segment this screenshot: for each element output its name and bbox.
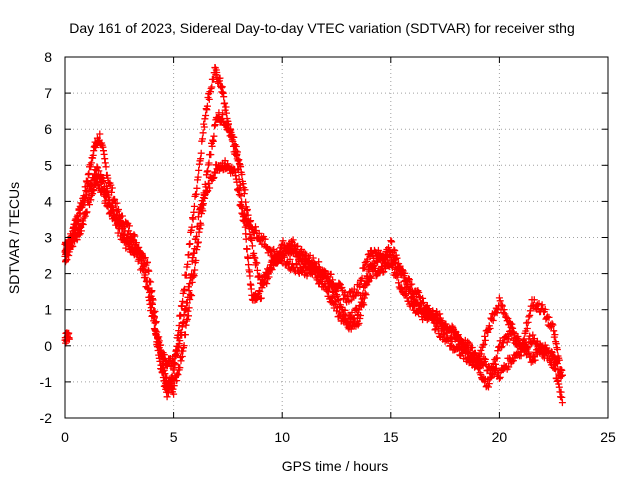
x-tick-label: 10	[274, 429, 290, 445]
y-tick-label: 7	[44, 85, 52, 101]
y-tick-label: -2	[40, 410, 53, 426]
x-axis-label: GPS time / hours	[282, 458, 389, 474]
x-tick-label: 0	[61, 429, 69, 445]
x-tick-label: 15	[383, 429, 399, 445]
y-tick-label: 2	[44, 266, 52, 282]
y-tick-label: 1	[44, 302, 52, 318]
y-tick-label: 3	[44, 230, 52, 246]
x-tick-label: 5	[170, 429, 178, 445]
x-tick-label: 20	[492, 429, 508, 445]
axis-ticks: 0 5 10 15 20 25 -2 -1 0 1 2 3 4 5 6 7 8	[40, 49, 616, 445]
y-tick-label: 6	[44, 121, 52, 137]
x-tick-label: 25	[600, 429, 616, 445]
y-tick-label: 5	[44, 157, 52, 173]
y-tick-label: -1	[40, 374, 53, 390]
y-tick-label: 4	[44, 193, 52, 209]
y-tick-label: 0	[44, 338, 52, 354]
chart-title: Day 161 of 2023, Sidereal Day-to-day VTE…	[69, 20, 575, 36]
y-tick-label: 8	[44, 49, 52, 65]
y-axis-label: SDTVAR / TECUs	[6, 182, 22, 294]
